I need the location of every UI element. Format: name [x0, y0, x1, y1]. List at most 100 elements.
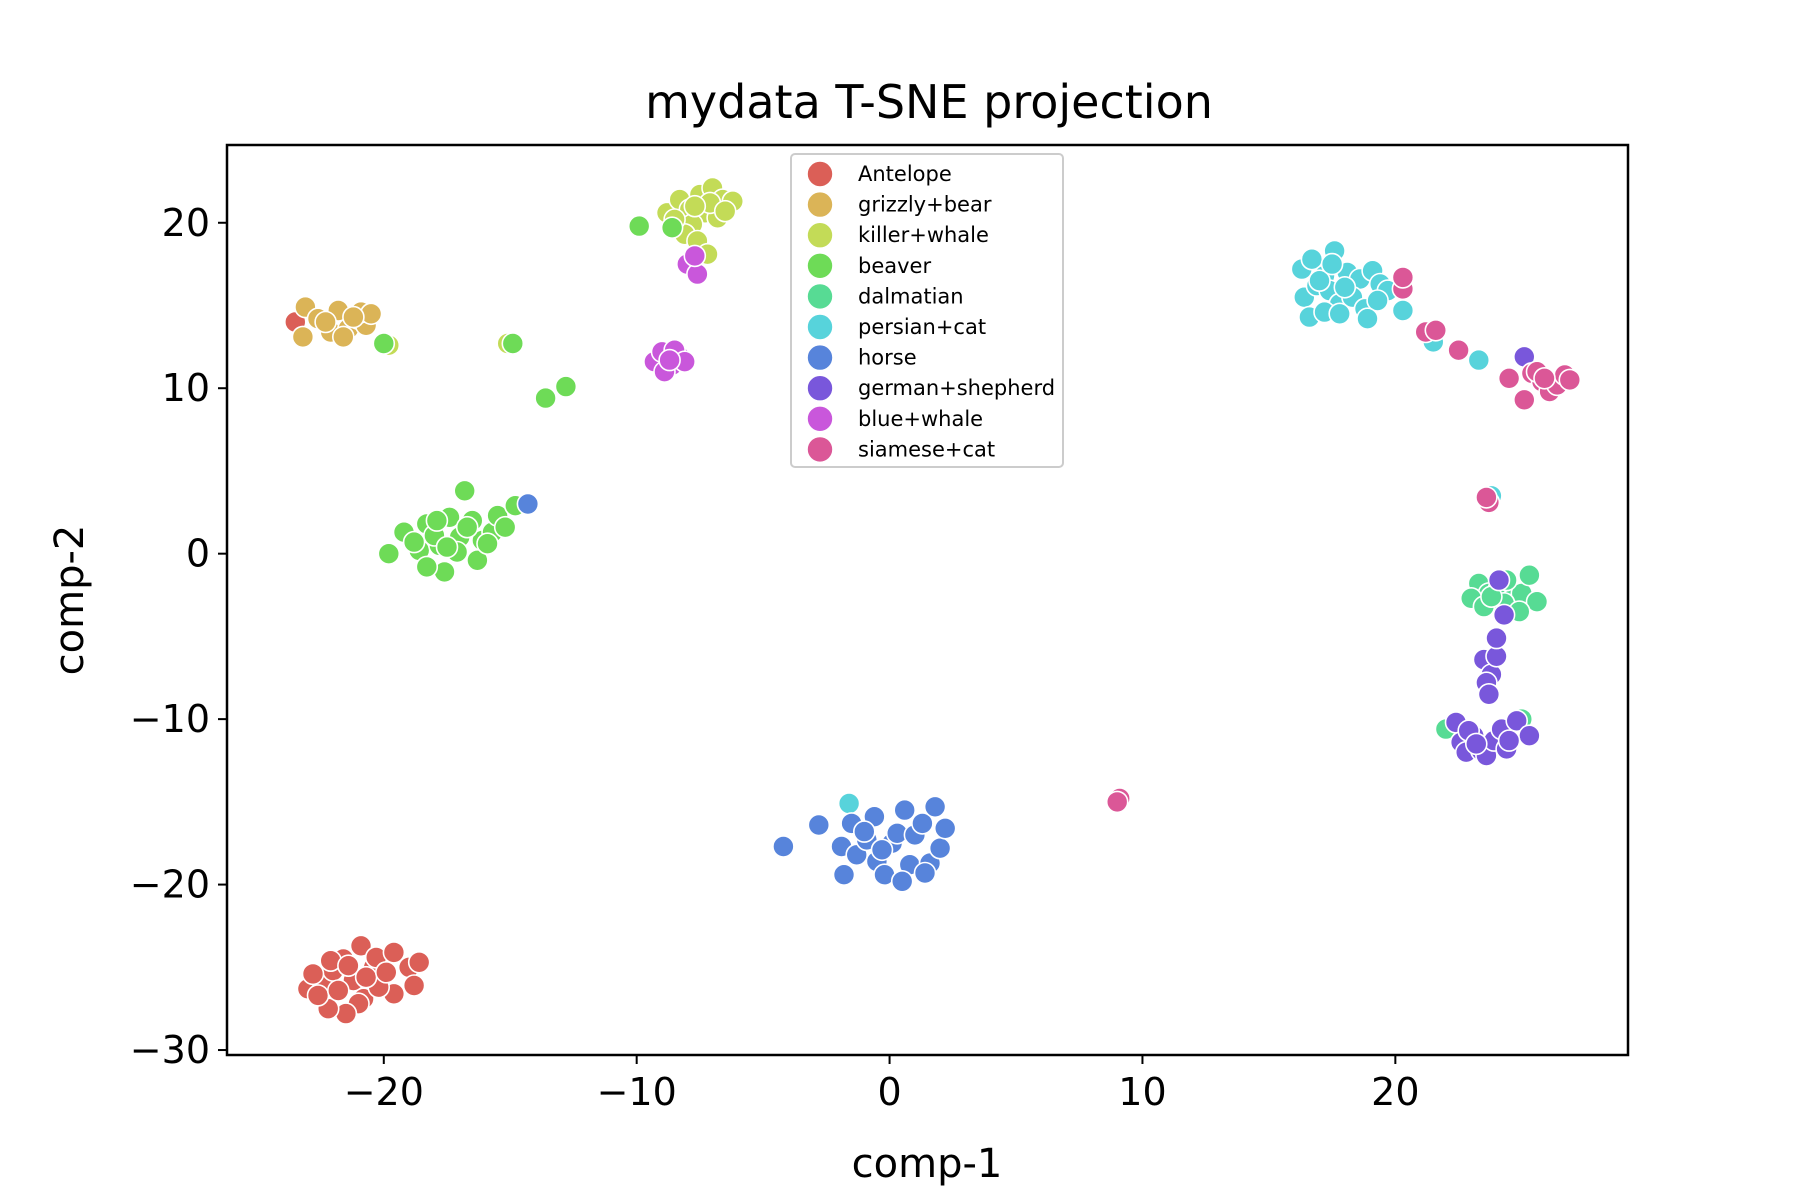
legend-marker — [806, 221, 834, 249]
legend-marker — [806, 251, 834, 280]
data-point — [627, 214, 651, 238]
data-point — [1308, 269, 1331, 293]
y-tick-label: −30 — [130, 1028, 210, 1072]
data-point — [453, 479, 477, 503]
data-point — [455, 515, 479, 539]
data-point — [683, 194, 707, 218]
chart-title: mydata T-SNE projection — [645, 75, 1213, 129]
data-point — [1467, 348, 1491, 372]
data-point — [1366, 289, 1389, 312]
data-point — [772, 835, 795, 858]
legend-label: siamese+cat — [858, 437, 995, 461]
legend-marker — [806, 343, 834, 372]
legend-marker — [806, 282, 834, 311]
data-point — [1333, 275, 1357, 299]
data-point — [928, 836, 952, 860]
data-point — [1497, 366, 1521, 390]
data-point — [713, 199, 737, 223]
legend-label: Antelope — [858, 162, 952, 186]
data-point — [377, 542, 401, 566]
legend-label: german+shepherd — [858, 376, 1055, 400]
data-point — [1518, 563, 1541, 587]
data-point — [1487, 568, 1511, 592]
data-point — [402, 530, 426, 554]
data-point — [415, 555, 439, 579]
data-point — [1391, 266, 1415, 289]
y-axis: 20 10 0 −10 −20 −30 — [130, 201, 227, 1072]
data-point — [832, 863, 856, 887]
legend-label: killer+whale — [858, 223, 989, 247]
data-point — [331, 325, 355, 349]
data-point — [534, 386, 557, 410]
data-point — [890, 869, 914, 893]
data-point — [382, 941, 406, 964]
x-tick-label: −20 — [344, 1070, 424, 1114]
y-tick-label: 0 — [186, 532, 210, 576]
legend-marker — [806, 160, 834, 188]
x-tick-label: 10 — [1118, 1070, 1166, 1114]
data-point — [291, 325, 315, 349]
plot-frame — [225, 143, 1630, 1057]
legend-label: beaver — [858, 254, 931, 278]
data-point — [1513, 388, 1536, 412]
data-point — [326, 979, 350, 1002]
data-point — [1424, 318, 1448, 342]
points-layer — [283, 176, 1582, 1025]
x-axis-label: comp-1 — [852, 1141, 1003, 1187]
data-point — [1497, 729, 1521, 752]
data-point — [435, 535, 459, 559]
data-point — [337, 954, 360, 978]
y-tick-label: 20 — [162, 201, 210, 245]
data-point — [314, 310, 337, 334]
data-point — [1492, 603, 1516, 627]
legend-marker — [806, 374, 834, 403]
y-tick-label: −20 — [130, 863, 210, 907]
data-point — [1356, 307, 1379, 331]
data-point — [1533, 366, 1556, 390]
data-point — [1518, 724, 1541, 748]
legend-marker — [806, 313, 834, 341]
data-point — [893, 798, 917, 822]
y-axis-label: comp-2 — [47, 525, 93, 676]
legend-marker — [806, 435, 834, 464]
data-point — [658, 348, 681, 372]
data-point — [1558, 368, 1582, 392]
x-tick-label: 20 — [1371, 1070, 1419, 1114]
x-axis: −20 −10 0 10 20 — [344, 1055, 1420, 1114]
data-point — [923, 795, 947, 819]
data-point — [354, 965, 378, 989]
legend-marker — [806, 404, 834, 433]
x-tick-label: 0 — [877, 1070, 901, 1114]
data-point — [493, 515, 517, 539]
data-point — [301, 962, 325, 986]
data-point — [374, 960, 398, 984]
data-point — [306, 984, 330, 1007]
data-point — [933, 816, 957, 840]
data-point — [913, 861, 937, 885]
data-point — [516, 492, 540, 516]
data-point — [911, 812, 934, 835]
y-tick-label: 10 — [162, 366, 210, 410]
data-point — [1485, 626, 1508, 650]
data-point — [1447, 338, 1470, 362]
data-point — [501, 332, 525, 355]
data-point — [1465, 732, 1488, 756]
legend-label: horse — [858, 346, 917, 370]
data-point — [342, 305, 365, 329]
data-point — [1320, 252, 1344, 276]
legend-label: grizzly+bear — [858, 193, 992, 217]
legend-label: persian+cat — [858, 315, 986, 339]
data-point — [1105, 790, 1129, 814]
data-point — [683, 244, 707, 268]
legend: Antelope grizzly+bear killer+whale beaver da… — [790, 153, 1064, 468]
legend-label: blue+whale — [858, 407, 983, 431]
data-point — [1505, 709, 1528, 733]
data-point — [1328, 302, 1351, 326]
data-point — [660, 216, 684, 239]
data-point — [372, 332, 396, 355]
data-point — [476, 532, 499, 556]
y-tick-label: −10 — [130, 697, 210, 741]
data-point — [554, 375, 578, 398]
